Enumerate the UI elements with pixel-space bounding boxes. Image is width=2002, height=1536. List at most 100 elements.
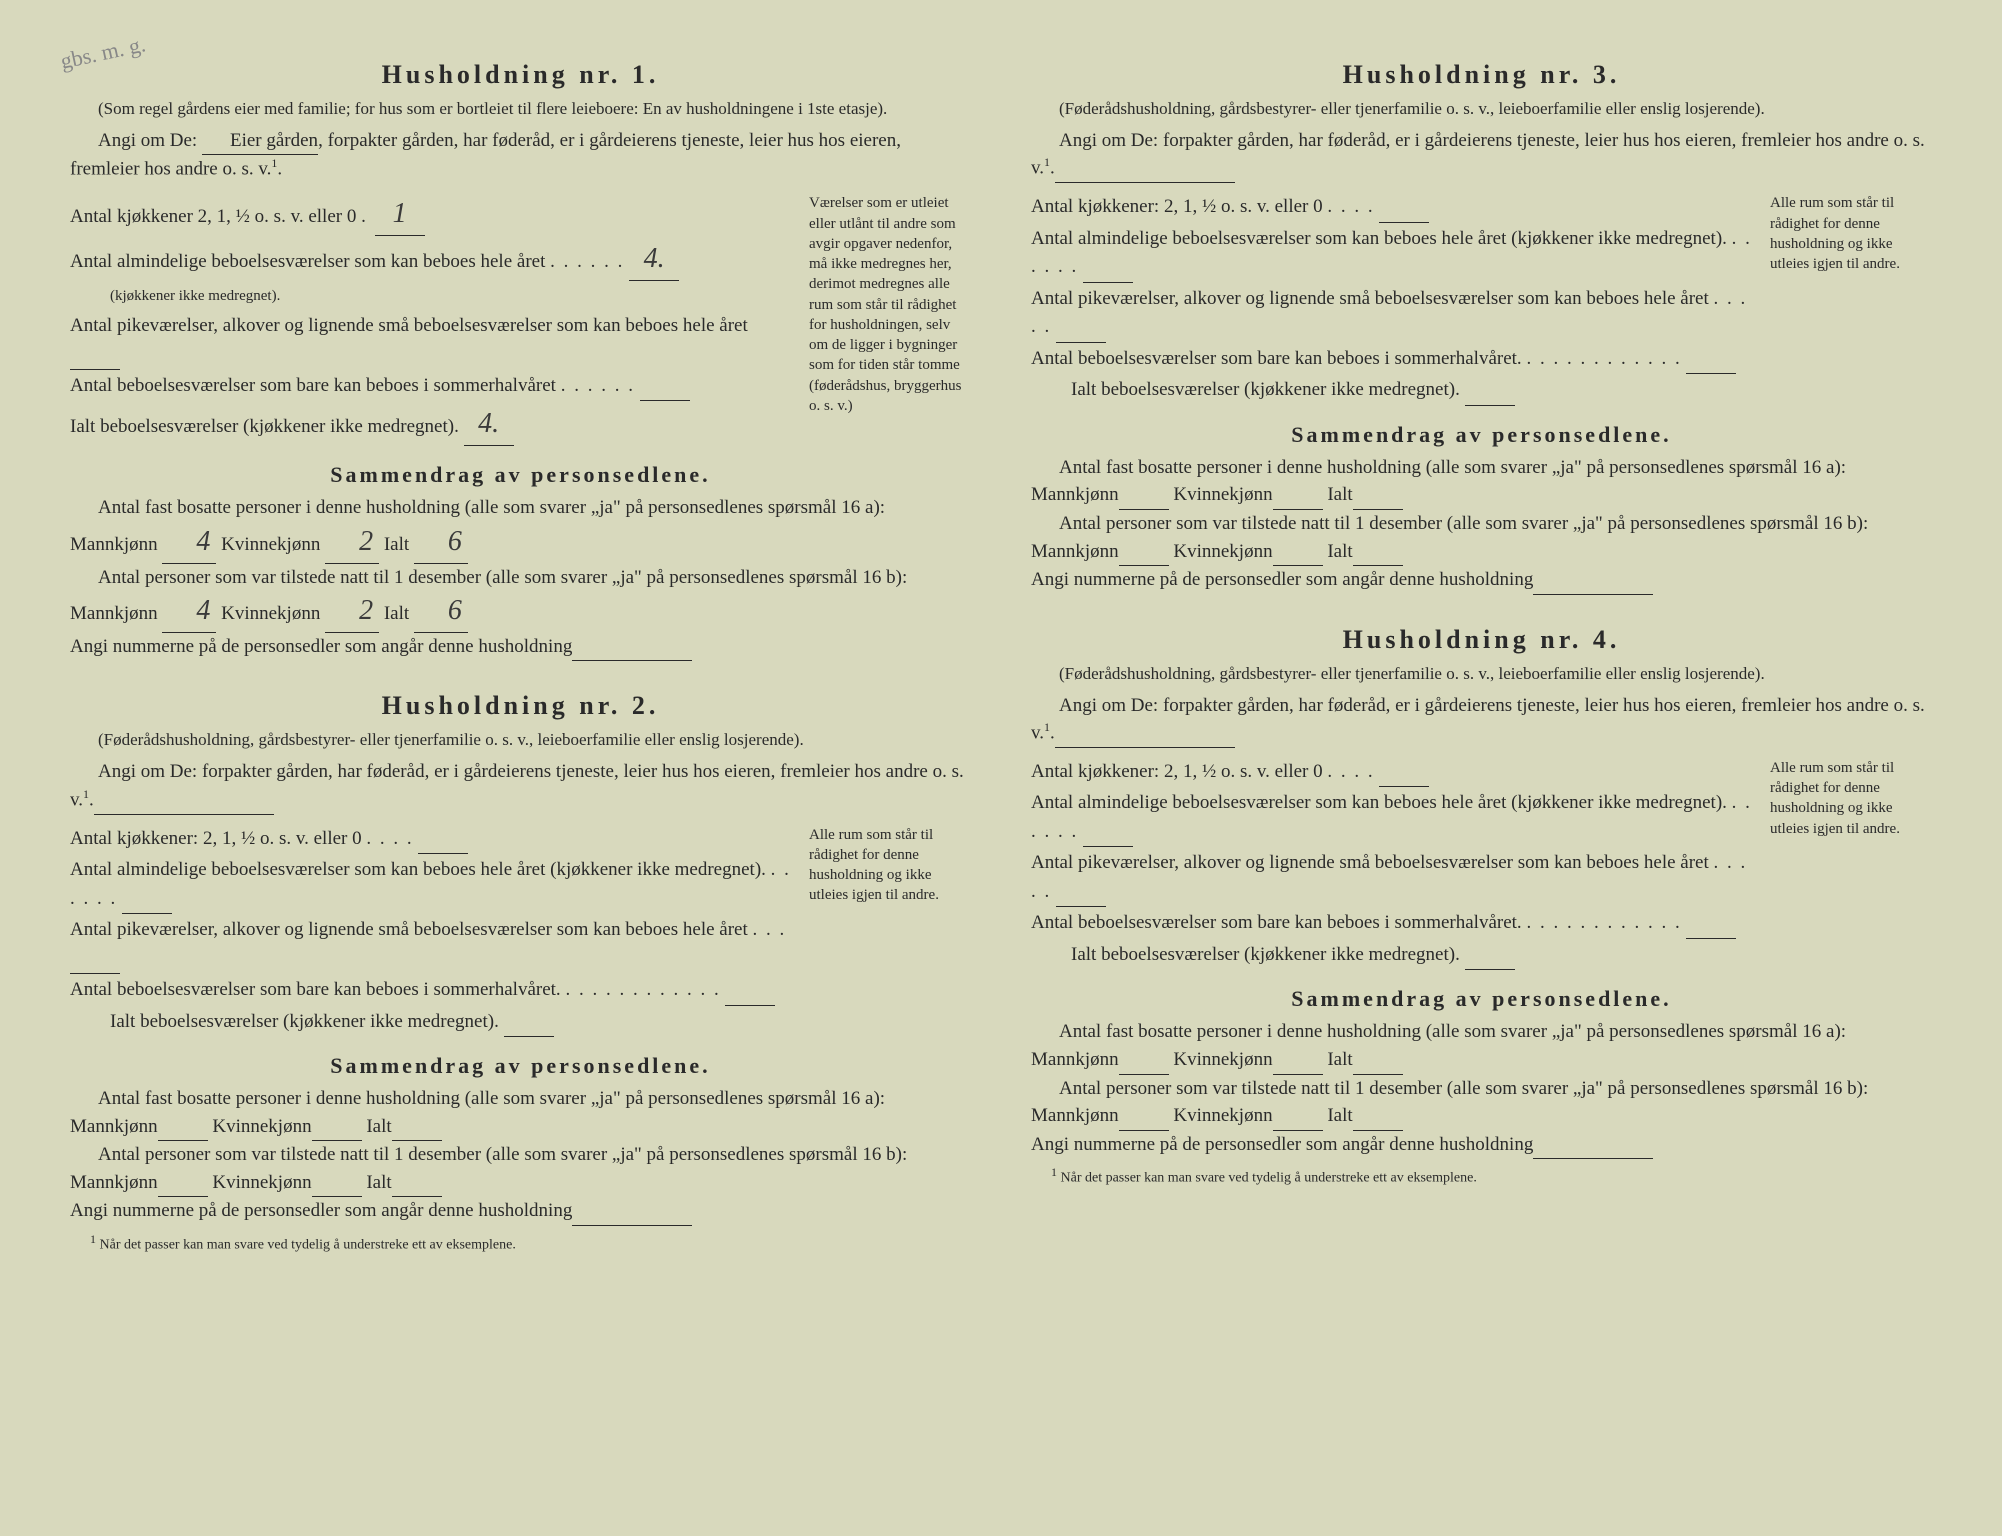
dots: . . . bbox=[753, 919, 787, 940]
footnote-left: 1 Når det passer kan man svare ved tydel… bbox=[70, 1232, 971, 1254]
rooms-total-label: Ialt beboelsesværelser (kjøkkener ikke m… bbox=[110, 1011, 499, 1032]
mann-label: Mannkjønn bbox=[1031, 1105, 1119, 1126]
right-column: Husholdning nr. 3. (Føderådshusholdning,… bbox=[1031, 60, 1932, 1476]
angi-val bbox=[1055, 155, 1235, 184]
mann-label: Mannkjønn bbox=[70, 534, 158, 555]
pres-m bbox=[1119, 538, 1169, 567]
hh3-subtitle: (Føderådshusholdning, gårdsbestyrer- ell… bbox=[1031, 98, 1932, 121]
perm-label: Antal fast bosatte personer i denne hush… bbox=[98, 1088, 885, 1109]
dots: . . . . . . . . . . . . bbox=[1526, 348, 1681, 369]
hh3-rooms-left: Antal kjøkkener: 2, 1, ½ o. s. v. eller … bbox=[1031, 193, 1752, 408]
hh3-summary-title: Sammendrag av personsedlene. bbox=[1031, 422, 1932, 448]
hh4-summary-title: Sammendrag av personsedlene. bbox=[1031, 986, 1932, 1012]
kitchens-label: Antal kjøkkener: 2, 1, ½ o. s. v. eller … bbox=[70, 828, 362, 849]
rooms-maid-label: Antal pikeværelser, alkover og lignende … bbox=[1031, 288, 1709, 309]
rooms-summer-label: Antal beboelsesværelser som bare kan beb… bbox=[70, 979, 561, 1000]
rooms-total-label: Ialt beboelsesværelser (kjøkkener ikke m… bbox=[1071, 944, 1460, 965]
pres-k bbox=[1273, 538, 1323, 567]
hh4-subtitle: (Føderådshusholdning, gårdsbestyrer- ell… bbox=[1031, 663, 1932, 686]
hh2-rooms-year: Antal almindelige beboelsesværelser som … bbox=[70, 856, 791, 914]
hh2-summary-title: Sammendrag av personsedlene. bbox=[70, 1053, 971, 1079]
pres-k: 2 bbox=[325, 591, 379, 633]
perm-t: 6 bbox=[414, 522, 468, 564]
pres-t bbox=[1353, 1102, 1403, 1131]
mann-label: Mannkjønn bbox=[1031, 484, 1119, 505]
footnote-ref: 1 bbox=[271, 156, 277, 170]
val bbox=[1686, 345, 1736, 375]
kvinne-label: Kvinnekjønn bbox=[212, 1172, 311, 1193]
hh1-nummer: Angi nummerne på de personsedler som ang… bbox=[70, 633, 971, 662]
hh3-kitchens: Antal kjøkkener: 2, 1, ½ o. s. v. eller … bbox=[1031, 193, 1752, 223]
rooms-year-label: Antal almindelige beboelsesværelser som … bbox=[70, 859, 766, 880]
hh4-title: Husholdning nr. 4. bbox=[1031, 625, 1932, 655]
val bbox=[504, 1008, 554, 1038]
rooms-total-val: 4. bbox=[464, 403, 514, 446]
perm-k: 2 bbox=[325, 522, 379, 564]
val bbox=[1379, 193, 1429, 223]
angi-val bbox=[94, 786, 274, 815]
hh3-nummer: Angi nummerne på de personsedler som ang… bbox=[1031, 566, 1932, 595]
ialt-label: Ialt bbox=[1327, 1049, 1352, 1070]
mann-label: Mannkjønn bbox=[70, 1172, 158, 1193]
dots: . . . . . . . . . . . . bbox=[1526, 912, 1681, 933]
hh1-right-note: { Værelser som er utleiet eller utlånt t… bbox=[791, 193, 971, 448]
brace-icon bbox=[1752, 193, 1764, 408]
val bbox=[1686, 909, 1736, 939]
val bbox=[1465, 376, 1515, 406]
footnote-num: 1 bbox=[90, 1232, 96, 1246]
hh1-rooms-summer: Antal beboelsesværelser som bare kan beb… bbox=[70, 372, 791, 402]
kvinne-label: Kvinnekjønn bbox=[1173, 484, 1272, 505]
val bbox=[122, 885, 172, 915]
perm-k bbox=[312, 1113, 362, 1142]
rooms-summer-label: Antal beboelsesværelser som bare kan beb… bbox=[1031, 348, 1522, 369]
perm-m bbox=[158, 1113, 208, 1142]
perm-k bbox=[1273, 481, 1323, 510]
rooms-summer-label: Antal beboelsesværelser som bare kan beb… bbox=[1031, 912, 1522, 933]
kitchens-label: Antal kjøkkener: 2, 1, ½ o. s. v. eller … bbox=[1031, 196, 1323, 217]
val bbox=[1083, 818, 1133, 848]
hh3-title: Husholdning nr. 3. bbox=[1031, 60, 1932, 90]
hh2-right-note: Alle rum som står til rådighet for denne… bbox=[791, 825, 971, 1040]
hh1-rooms-left: Antal kjøkkener 2, 1, ½ o. s. v. eller 0… bbox=[70, 193, 791, 448]
footnote-ref: 1 bbox=[1044, 720, 1050, 734]
pres-m bbox=[158, 1169, 208, 1198]
kitchens-val: 1 bbox=[375, 193, 425, 236]
ialt-label: Ialt bbox=[366, 1116, 391, 1137]
hh3-angi: Angi om De: forpakter gården, har føderå… bbox=[1031, 127, 1932, 183]
brace-icon bbox=[791, 825, 803, 1040]
left-column: Husholdning nr. 1. (Som regel gårdens ei… bbox=[70, 60, 971, 1476]
hh3-pres: Antal personer som var tilstede natt til… bbox=[1031, 510, 1932, 566]
ialt-label: Ialt bbox=[1327, 484, 1352, 505]
hh1-rooms-maid: Antal pikeværelser, alkover og lignende … bbox=[70, 312, 791, 370]
perm-k bbox=[1273, 1046, 1323, 1075]
right-note-text: Alle rum som står til rådighet for denne… bbox=[809, 827, 939, 904]
hh2-nummer: Angi nummerne på de personsedler som ang… bbox=[70, 1197, 971, 1226]
footnote-text: Når det passer kan man svare ved tydelig… bbox=[1061, 1171, 1477, 1186]
kvinne-label: Kvinnekjønn bbox=[212, 1116, 311, 1137]
ialt-label: Ialt bbox=[384, 534, 409, 555]
footnote-ref: 1 bbox=[1044, 155, 1050, 169]
perm-t bbox=[392, 1113, 442, 1142]
ialt-label: Ialt bbox=[1327, 541, 1352, 562]
hh1-rooms-year: Antal almindelige beboelsesværelser som … bbox=[70, 238, 791, 310]
kitchens-label: Antal kjøkkener 2, 1, ½ o. s. v. eller 0 bbox=[70, 206, 356, 227]
rooms-maid-label: Antal pikeværelser, alkover og lignende … bbox=[70, 315, 748, 336]
kvinne-label: Kvinnekjønn bbox=[1173, 1105, 1272, 1126]
hh4-rooms-total: Ialt beboelsesværelser (kjøkkener ikke m… bbox=[1031, 941, 1752, 971]
hh4-rooms-left: Antal kjøkkener: 2, 1, ½ o. s. v. eller … bbox=[1031, 758, 1752, 973]
rooms-maid-label: Antal pikeværelser, alkover og lignende … bbox=[70, 919, 748, 940]
val bbox=[418, 825, 468, 855]
hh4-rooms-maid: Antal pikeværelser, alkover og lignende … bbox=[1031, 849, 1752, 907]
hh1-summary-title: Sammendrag av personsedlene. bbox=[70, 462, 971, 488]
footnote-num: 1 bbox=[1051, 1165, 1057, 1179]
rooms-total-label: Ialt beboelsesværelser (kjøkkener ikke m… bbox=[70, 416, 459, 437]
perm-m bbox=[1119, 481, 1169, 510]
hh1-pres: Antal personer som var tilstede natt til… bbox=[70, 564, 971, 633]
rooms-summer-label: Antal beboelsesværelser som bare kan beb… bbox=[70, 375, 556, 396]
right-note-text: Værelser som er utleiet eller utlånt til… bbox=[809, 195, 961, 414]
ialt-label: Ialt bbox=[1327, 1105, 1352, 1126]
val bbox=[725, 976, 775, 1006]
hh3-rooms-year: Antal almindelige beboelsesværelser som … bbox=[1031, 225, 1752, 283]
footnote-ref: 1 bbox=[83, 787, 89, 801]
rooms-year-label: Antal almindelige beboelsesværelser som … bbox=[70, 251, 545, 272]
